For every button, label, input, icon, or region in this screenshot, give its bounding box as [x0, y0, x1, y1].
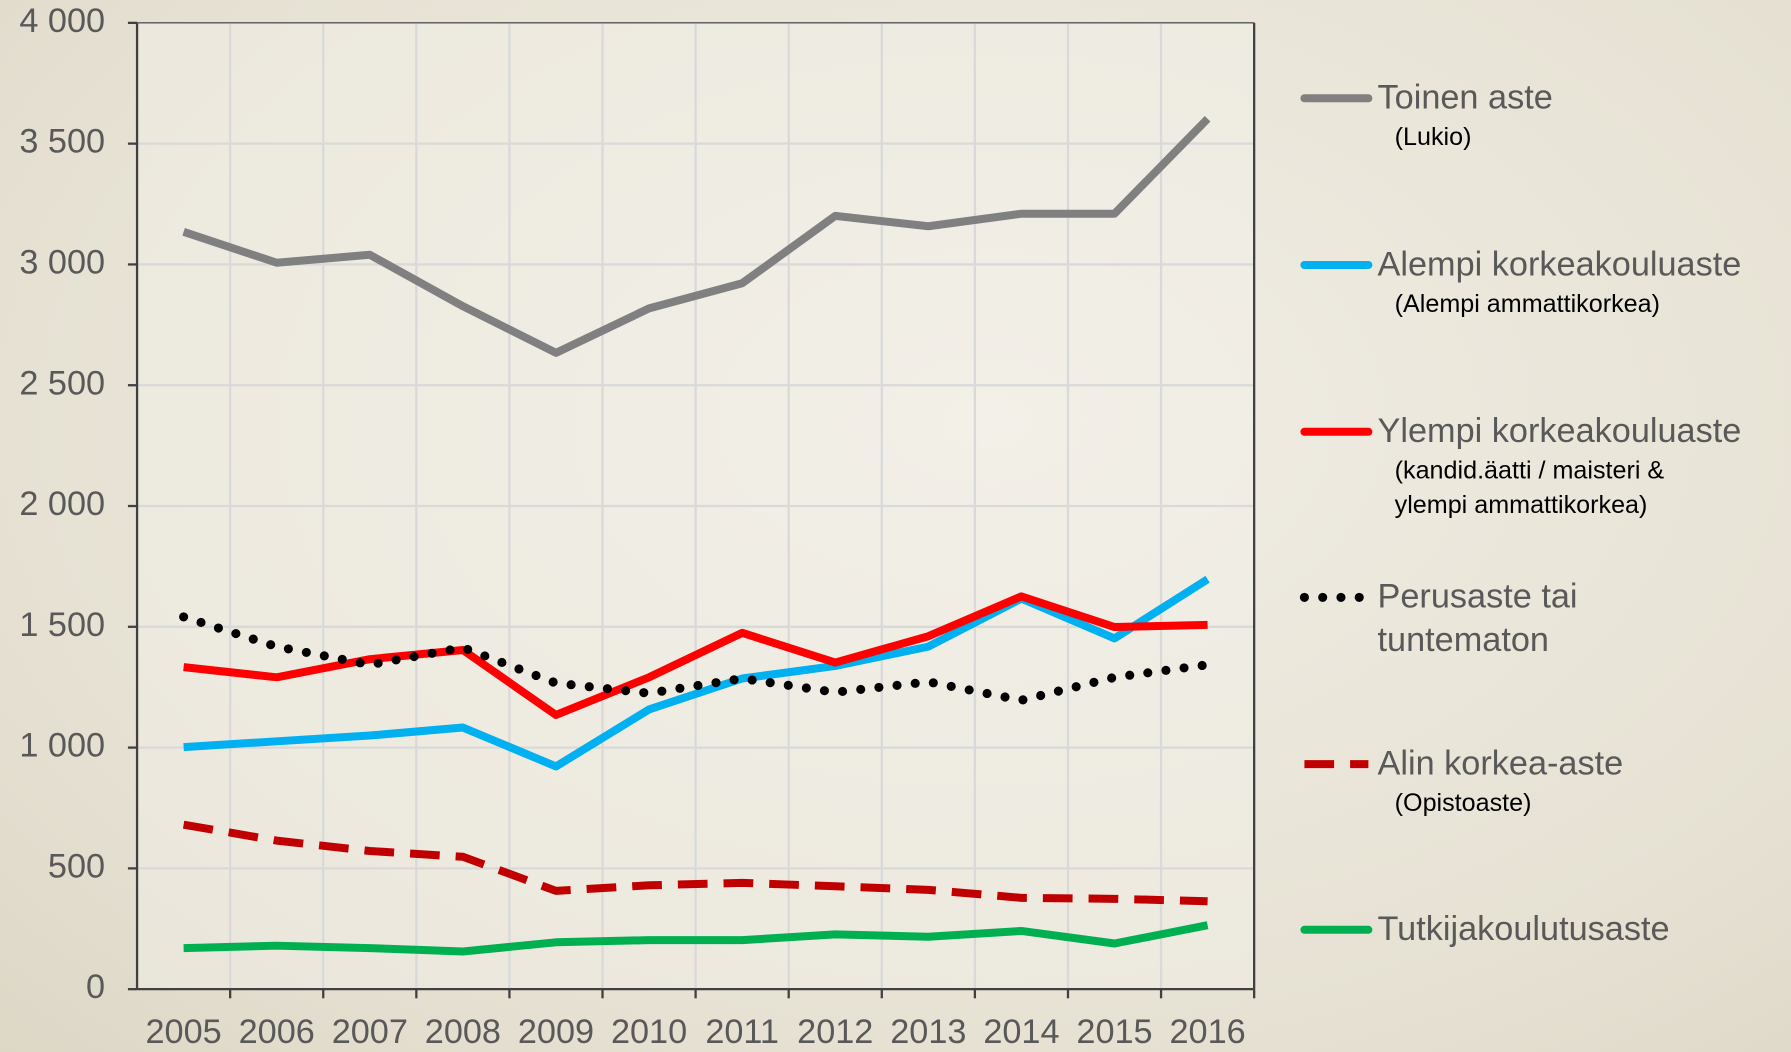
series-line [182, 820, 1208, 906]
legend-note: ylempi ammattikorkea) [1394, 490, 1648, 519]
y-tick-label: 1 000 [19, 727, 105, 765]
y-tick-label: 4 000 [19, 2, 105, 40]
x-tick-label: 2015 [1076, 1013, 1152, 1051]
legend-note: (Alempi ammattikorkea) [1394, 288, 1660, 318]
y-tick-label: 0 [86, 968, 105, 1006]
legend-note: (Opistoaste) [1394, 788, 1532, 817]
legend-entry: Tutkijakoulutusaste [1378, 908, 1789, 951]
legend-entry: Toinen aste (Lukio) [1378, 77, 1789, 155]
x-tick-label: 2014 [983, 1013, 1059, 1051]
legend-label: Toinen aste [1377, 78, 1553, 117]
x-tick-label: 2007 [332, 1013, 408, 1051]
legend-block: Toinen aste (Lukio) [1378, 77, 1789, 155]
legend-entry: Alin korkea-aste (Opistoaste) [1378, 742, 1789, 820]
y-tick-label: 500 [48, 847, 105, 885]
legend-entry: Alempi korkeakouluaste (Alempi ammattikor… [1378, 243, 1789, 321]
x-tick-label: 2006 [239, 1013, 315, 1051]
x-tick-label: 2016 [1170, 1013, 1246, 1051]
legend-note: (kandid.äatti / maisteri & [1394, 455, 1665, 485]
legend-block: Tutkijakoulutusaste [1378, 908, 1789, 951]
legend-block: Ylempi korkeakouluaste (kandid.äatti / ma… [1378, 410, 1789, 522]
legend-label: Perusaste tai tuntematon [1377, 577, 1578, 660]
y-tick-label: 3 000 [19, 243, 105, 281]
legend-label: Tutkijakoulutusaste [1377, 910, 1670, 949]
legend-block: Alempi korkeakouluaste (Alempi ammattikor… [1378, 243, 1789, 321]
x-tick-label: 2013 [890, 1013, 966, 1051]
x-tick-label: 2005 [146, 1013, 222, 1051]
series-line [182, 115, 1211, 357]
legend-block: Perusaste tai tuntematon [1378, 576, 1624, 663]
legend-entry: Perusaste tai tuntematon [1378, 576, 1624, 663]
y-tick-label: 1 500 [19, 606, 105, 644]
x-tick-label: 2012 [797, 1013, 873, 1051]
y-tick-label: 3 500 [19, 123, 105, 161]
legend-entry: Ylempi korkeakouluaste (kandid.äatti / ma… [1378, 410, 1789, 522]
x-tick-label: 2011 [705, 1013, 779, 1051]
legend-note: (Lukio) [1394, 122, 1472, 151]
x-tick-label: 2008 [425, 1013, 501, 1051]
series-line [179, 612, 1213, 705]
y-tick-label: 2 500 [19, 364, 105, 402]
legend-label: Alempi korkeakouluaste [1377, 245, 1742, 284]
legend-label: Alin korkea-aste [1377, 744, 1624, 783]
legend-block: Alin korkea-aste (Opistoaste) [1378, 742, 1789, 820]
series-line [183, 921, 1209, 956]
x-tick-label: 2009 [518, 1013, 594, 1051]
y-tick-label: 2 000 [19, 485, 105, 523]
legend-label: Ylempi korkeakouluaste [1377, 412, 1742, 451]
x-tick-label: 2010 [611, 1013, 687, 1051]
series-line [183, 592, 1208, 719]
